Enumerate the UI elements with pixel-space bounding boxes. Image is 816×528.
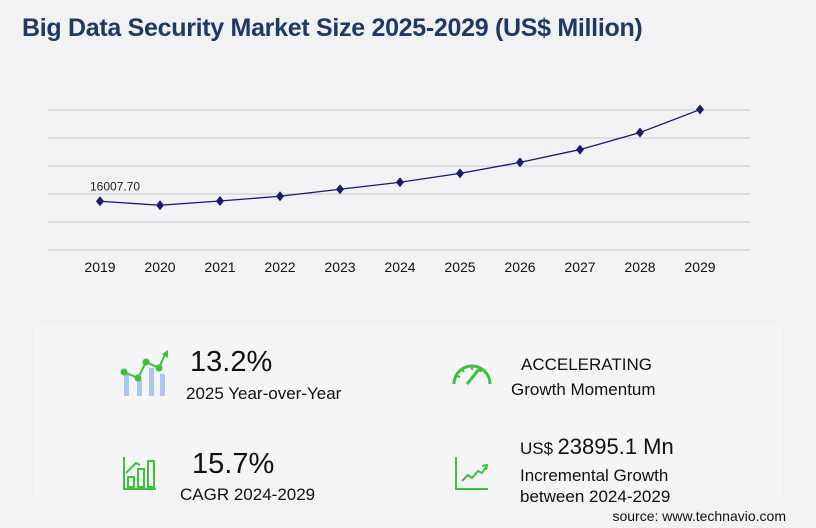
momentum-value: ACCELERATING [521,355,652,374]
yoy-value: 13.2% [190,346,273,378]
momentum-label: Growth Momentum [511,380,656,399]
data-point [96,196,104,207]
incremental-period: between 2024-2029 [520,487,671,506]
x-tick-label: 2028 [624,259,655,275]
data-point [576,144,584,155]
speedometer-icon [452,364,492,385]
stats-panel [34,326,782,496]
cagr-value: 15.7% [192,448,275,480]
data-point [696,104,704,115]
data-label: 16007.70 [90,179,140,193]
trend-up-icon [455,457,489,490]
x-tick-label: 2020 [144,259,175,275]
data-point [636,127,644,138]
bar-chart-icon [123,457,156,490]
x-tick-label: 2022 [264,259,295,275]
series-line [99,108,701,206]
incremental-label: Incremental Growth [520,466,669,485]
x-tick-label: 2025 [444,259,475,275]
currency-prefix: US$ [520,439,554,458]
data-point [336,184,344,195]
data-point [456,168,464,179]
chart-title: Big Data Security Market Size 2025-2029 … [22,14,643,42]
source-text: source: www.technavio.com [612,508,786,524]
x-tick-label: 2023 [324,259,355,275]
line-chart: 2019 16007.70 2020 2021 2022 2023 2024 2025 2026… [48,104,750,275]
x-tick-label: 2029 [684,259,715,275]
data-point [216,196,224,206]
data-point [516,157,524,168]
cagr-label: CAGR 2024-2029 [180,485,316,504]
x-tick-label: 2019 [84,259,115,275]
x-tick-label: 2021 [204,259,235,275]
x-tick-label: 2026 [504,259,535,275]
incremental-value: 23895.1 Mn [557,434,674,459]
chart-growth-icon [120,350,168,396]
data-point [156,200,164,211]
incremental-value-row: US$ 23895.1 Mn [520,434,674,460]
x-tick-label: 2027 [564,259,595,275]
data-point [396,177,404,188]
x-tick-label: 2024 [384,259,415,275]
data-point [276,191,284,202]
yoy-label: 2025 Year-over-Year [186,384,342,403]
